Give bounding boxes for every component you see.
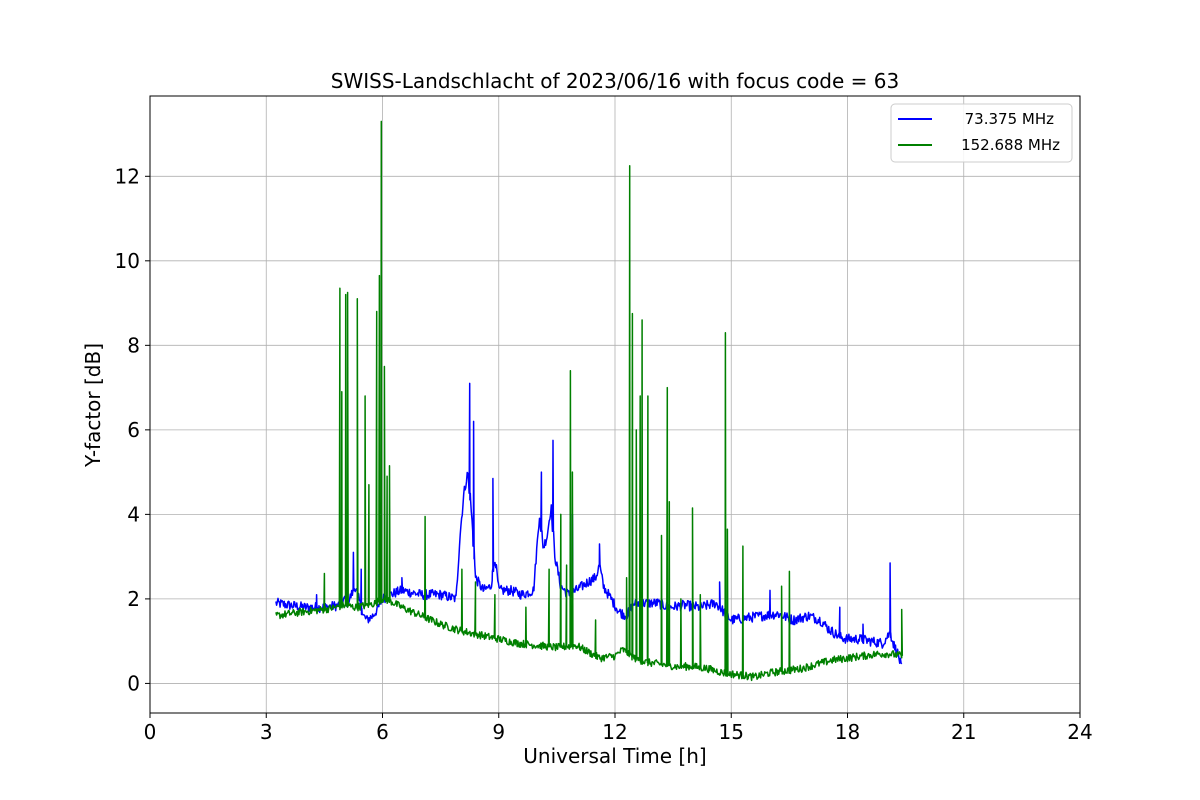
- legend: 73.375 MHz 152.688 MHz: [890, 103, 1073, 163]
- x-axis-label: Universal Time [h]: [523, 744, 706, 768]
- y-tick-label: 0: [127, 671, 140, 695]
- y-tick-label: 2: [127, 587, 140, 611]
- series-line-2: [275, 120, 904, 682]
- y-tick-label: 6: [127, 418, 140, 442]
- x-tick-label: 9: [492, 720, 505, 744]
- x-tick-label: 0: [144, 720, 157, 744]
- y-axis-label: Y-factor [dB]: [81, 343, 105, 468]
- y-tick-label: 12: [115, 164, 140, 188]
- legend-box: [890, 103, 1073, 163]
- x-axis-ticks: 0 3 6 9 12 15 18 21 24: [144, 713, 1093, 744]
- legend-label-series-1: 73.375 MHz: [965, 110, 1054, 128]
- grid-lines: [149, 96, 1081, 713]
- x-tick-label: 24: [1067, 720, 1092, 744]
- chart-title: SWISS-Landschlacht of 2023/06/16 with fo…: [331, 69, 899, 93]
- x-tick-label: 21: [951, 720, 976, 744]
- x-tick-label: 12: [602, 720, 627, 744]
- y-tick-label: 4: [127, 502, 140, 526]
- y-tick-label: 8: [127, 333, 140, 357]
- y-tick-label: 10: [115, 249, 140, 273]
- y-axis-ticks: 0 2 4 6 8 10 12: [115, 164, 150, 695]
- x-tick-label: 3: [260, 720, 273, 744]
- legend-label-series-2: 152.688 MHz: [961, 136, 1060, 154]
- series-line-1: [275, 382, 903, 665]
- x-tick-label: 6: [376, 720, 389, 744]
- plot-area: [275, 120, 904, 682]
- x-tick-label: 15: [719, 720, 744, 744]
- x-tick-label: 18: [835, 720, 860, 744]
